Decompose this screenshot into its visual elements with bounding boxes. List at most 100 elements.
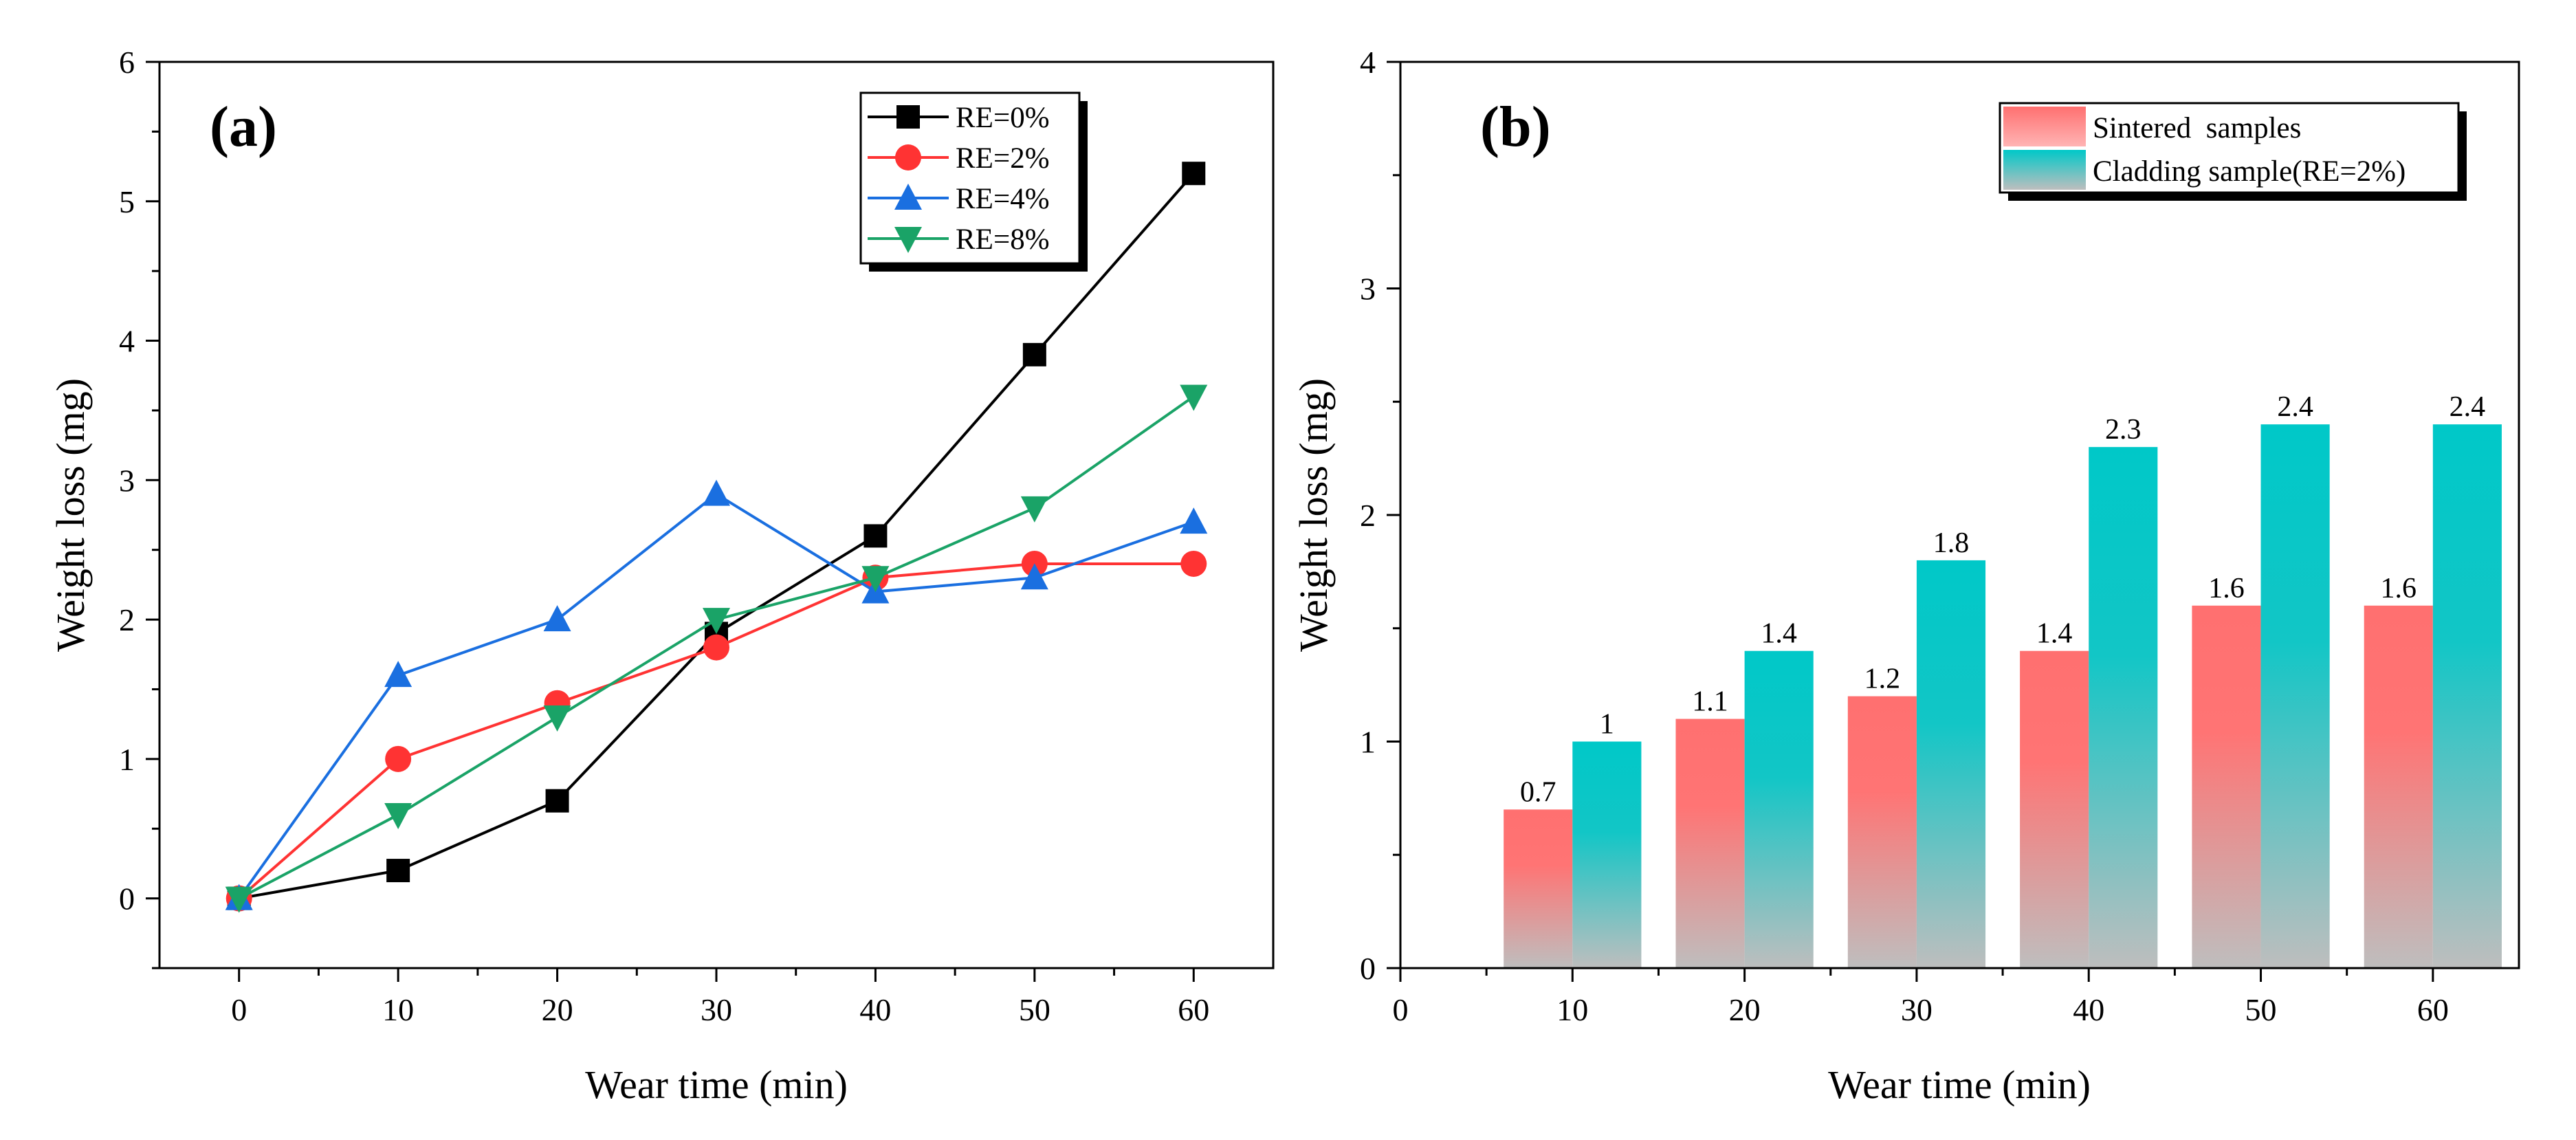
bar-cladding	[2260, 424, 2330, 968]
x-tick-labels-a: 0 10 20 30 40 50 60	[231, 992, 1209, 1027]
bar-cladding	[1572, 741, 1642, 968]
bar-value-label: 2.4	[2450, 391, 2486, 423]
y-tick-label-b: 4	[1360, 45, 1376, 80]
data-point	[545, 789, 569, 813]
legend-swatch-sintered	[2003, 107, 2086, 146]
legend-marker	[894, 184, 922, 210]
legend-b: Sintered samples Cladding sample(RE=2%)	[1999, 102, 2467, 201]
y-tick-label-b: 0	[1360, 951, 1376, 986]
series-re8	[225, 384, 1208, 913]
bar-sintered	[1504, 809, 1573, 968]
bar-sintered	[2364, 605, 2433, 968]
y-tick-labels-a: 0 1 2 3 4 5 6	[119, 45, 135, 917]
y-axis-title-b: Weight loss (mg)	[1291, 378, 1336, 652]
data-point	[703, 479, 730, 506]
y-tick-label-a: 5	[119, 184, 135, 219]
y-tick-label-b: 2	[1360, 498, 1376, 533]
data-point	[1020, 563, 1048, 590]
data-point	[1180, 384, 1208, 411]
legend-marker	[894, 227, 922, 253]
bars-group-b	[1504, 424, 2502, 968]
legend-a: RE=0% RE=2% RE=4% RE=8%	[859, 91, 1088, 272]
bar-value-label: 1.6	[2208, 573, 2245, 604]
data-point	[861, 566, 890, 593]
x-tick-label-a: 50	[1019, 992, 1050, 1027]
panel-label-a: (a)	[210, 95, 277, 159]
bar-value-label: 1.6	[2381, 573, 2417, 604]
x-tick-label-b: 10	[1556, 992, 1588, 1027]
bar-value-label: 2.4	[2277, 391, 2313, 423]
bar-value-label: 1.1	[1692, 686, 1728, 718]
data-point	[386, 859, 410, 883]
data-point	[703, 634, 729, 661]
plot-frame-a	[158, 61, 1275, 969]
bar-value-label: 1.4	[2036, 618, 2073, 650]
x-tick-label-b: 0	[1393, 992, 1409, 1027]
data-point	[543, 705, 571, 732]
y-tick-label-a: 6	[119, 45, 135, 80]
x-axis-title-a: Wear time (min)	[585, 1062, 848, 1107]
bar-sintered	[1675, 719, 1745, 968]
x-tick-label-a: 30	[701, 992, 732, 1027]
data-point	[225, 886, 253, 913]
x-tick-label-b: 20	[1729, 992, 1761, 1027]
legend-label: RE=2%	[956, 142, 1050, 175]
data-point	[1180, 507, 1208, 534]
x-tick-label-b: 60	[2417, 992, 2449, 1027]
series-line	[239, 172, 1195, 900]
data-point	[1022, 342, 1046, 366]
data-point	[543, 605, 571, 632]
data-point	[384, 802, 412, 829]
legend-marker	[896, 105, 920, 129]
bar-value-label: 1.8	[1933, 527, 1970, 559]
x-tick-label-a: 40	[859, 992, 891, 1027]
line-chart-panel-a: 0 10 20 30 40 50 60 0 1 2 3 4 5 6 (a) Wear time (min…	[48, 45, 1275, 1107]
x-tick-label-a: 0	[231, 992, 247, 1027]
data-point	[1182, 162, 1206, 186]
legend-swatch-cladding	[2003, 150, 2086, 190]
bar-value-label: 1.4	[1761, 618, 1797, 650]
x-tick-label-a: 10	[382, 992, 414, 1027]
series-group-a	[225, 162, 1208, 913]
legend-items-a: RE=0% RE=2% RE=4% RE=8%	[868, 102, 1050, 256]
y-tick-label-a: 0	[119, 881, 135, 917]
x-tick-label-b: 50	[2245, 992, 2277, 1027]
series-re0	[227, 162, 1206, 910]
bar-value-label: 0.7	[1520, 776, 1556, 808]
y-tick-label-a: 2	[119, 602, 135, 637]
y-tick-label-b: 1	[1360, 725, 1376, 760]
y-tick-label-a: 1	[119, 742, 135, 777]
data-point	[1020, 496, 1048, 523]
bar-cladding	[1744, 650, 1814, 968]
bar-cladding	[2432, 424, 2502, 968]
y-tick-label-b: 3	[1360, 272, 1376, 307]
axis-ticks-b	[1387, 61, 2434, 982]
x-tick-label-b: 40	[2073, 992, 2104, 1027]
x-axis-title-b: Wear time (min)	[1828, 1062, 2091, 1107]
axis-ticks-a	[146, 61, 1195, 982]
y-tick-label-a: 4	[119, 324, 135, 359]
panel-label-b: (b)	[1480, 95, 1551, 159]
series-line	[238, 492, 1194, 899]
data-point	[863, 524, 888, 548]
legend-label: RE=4%	[956, 183, 1050, 215]
data-point	[703, 608, 730, 635]
bar-value-label: 1.2	[1864, 664, 1901, 695]
x-tick-label-a: 20	[542, 992, 573, 1027]
x-tick-label-b: 30	[1901, 992, 1933, 1027]
legend-marker	[895, 144, 921, 171]
legend-label: RE=8%	[956, 223, 1050, 256]
data-point	[385, 745, 412, 772]
bar-chart-panel-b: 0 10 20 30 40 50 60 0 1 2 3 4 0.7 1 1.1 1.4 1.2 1.8 1.4 2…	[1291, 45, 2520, 1107]
bar-sintered	[2020, 650, 2089, 968]
bar-sintered	[1847, 696, 1917, 968]
bar-sintered	[2192, 605, 2261, 968]
x-tick-labels-b: 0 10 20 30 40 50 60	[1393, 992, 2449, 1027]
legend-label: RE=0%	[956, 102, 1050, 134]
series-re4	[225, 479, 1208, 910]
legend-label-cladding: Cladding sample(RE=2%)	[2093, 155, 2406, 188]
series-re2	[225, 550, 1207, 912]
bar-cladding	[2089, 447, 2158, 968]
y-tick-labels-b: 0 1 2 3 4	[1360, 45, 1376, 986]
